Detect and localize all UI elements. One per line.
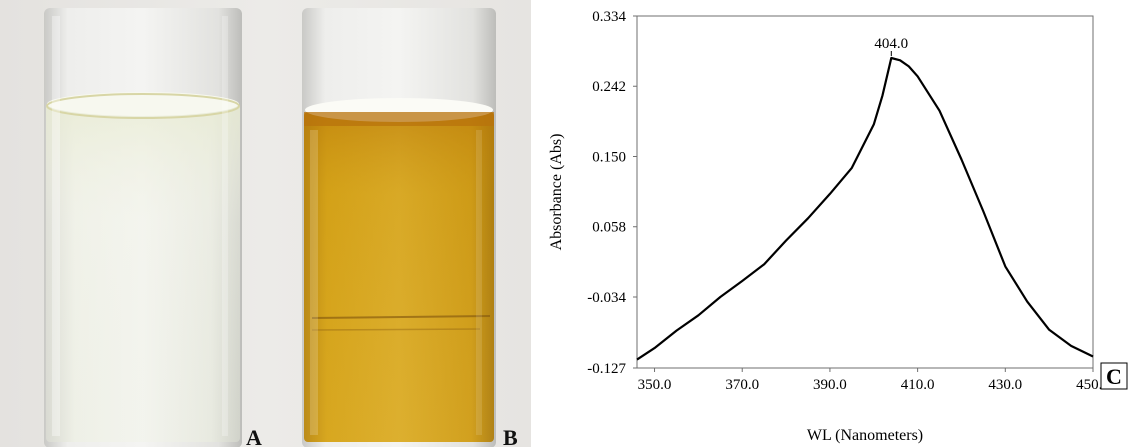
y-tick-label: 0.058 xyxy=(592,220,626,236)
tube-a: A xyxy=(44,8,262,447)
y-axis-ticks: -0.127 -0.034 0.058 0.150 0.242 0.334 xyxy=(587,9,637,377)
tube-a-label: A xyxy=(246,425,262,447)
peak-label: 404.0 xyxy=(874,36,908,52)
tube-b-label: B xyxy=(503,425,518,447)
plot-frame xyxy=(636,15,1094,369)
panel-c-label: C xyxy=(1106,364,1122,389)
absorbance-line xyxy=(636,56,1094,361)
absorbance-spectrum-chart: -0.127 -0.034 0.058 0.150 0.242 0.334 350.0 37… xyxy=(548,9,1128,444)
tube-b: B xyxy=(302,8,518,447)
y-tick-label: -0.127 xyxy=(587,361,626,377)
y-tick-label: 0.150 xyxy=(592,149,626,165)
x-tick-label: 390.0 xyxy=(813,377,847,393)
x-axis-title: WL (Nanometers) xyxy=(807,427,923,444)
y-tick-label: 0.334 xyxy=(592,9,626,25)
y-tick-label: 0.242 xyxy=(592,79,626,95)
x-tick-label: 350.0 xyxy=(638,377,672,393)
test-tubes-photo: A B xyxy=(0,0,531,447)
x-tick-label: 370.0 xyxy=(725,377,759,393)
x-tick-label: 410.0 xyxy=(901,377,935,393)
y-tick-label: -0.034 xyxy=(587,290,626,306)
x-tick-label: 430.0 xyxy=(988,377,1022,393)
x-axis-ticks: 350.0 370.0 390.0 410.0 430.0 450.0 xyxy=(638,368,1110,393)
panel-c-box xyxy=(1100,362,1128,390)
y-axis-title: Absorbance (Abs) xyxy=(548,134,565,251)
